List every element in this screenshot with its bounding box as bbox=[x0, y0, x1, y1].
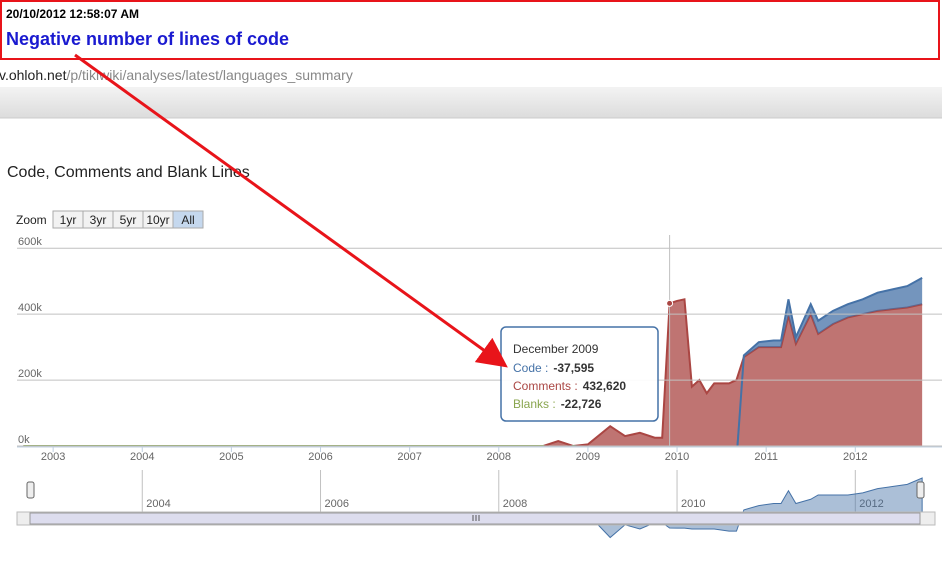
y-tick-label: 600k bbox=[18, 236, 42, 248]
navigator-tick-label: 2004 bbox=[146, 498, 170, 510]
annotation-box bbox=[0, 0, 940, 60]
zoom-button-bg[interactable] bbox=[172, 210, 204, 229]
zoom-button[interactable]: 1yr bbox=[52, 210, 84, 229]
x-tick-label: 2009 bbox=[576, 451, 600, 463]
area bbox=[23, 299, 923, 446]
zoom-button[interactable]: 10yr bbox=[142, 210, 174, 229]
scrollbar-thumb[interactable] bbox=[29, 512, 921, 525]
zoom-button-label[interactable]: 1yr bbox=[60, 213, 77, 227]
url: v.ohloh.net/p/tikiwiki/analyses/latest/l… bbox=[0, 67, 353, 83]
zoom-button[interactable]: 5yr bbox=[112, 210, 144, 229]
zoom-button-label[interactable]: 3yr bbox=[90, 213, 107, 227]
hover-marker bbox=[666, 299, 674, 307]
x-tick-label: 2007 bbox=[397, 451, 421, 463]
x-tick-label: 2012 bbox=[843, 451, 867, 463]
tooltip-name: Blanks : bbox=[513, 397, 556, 411]
url-path: /p/tikiwiki/analyses/latest/languages_su… bbox=[66, 67, 352, 83]
x-tick-label: 2010 bbox=[665, 451, 689, 463]
y-tick-label: 0k bbox=[18, 434, 30, 446]
y-tick-label: 400k bbox=[18, 302, 42, 314]
plot-area bbox=[23, 235, 923, 468]
timestamp: 20/10/2012 12:58:07 AM bbox=[6, 7, 139, 21]
area-line bbox=[23, 444, 581, 446]
annotation-text: Negative number of lines of code bbox=[6, 29, 289, 49]
tooltip-value: -22,726 bbox=[561, 397, 602, 411]
chart-title: Code, Comments and Blank Lines bbox=[7, 164, 250, 181]
zoom-label: Zoom bbox=[16, 213, 47, 227]
navigator-handle[interactable] bbox=[916, 481, 925, 499]
url-host: v.ohloh.net bbox=[0, 67, 67, 83]
zoom-button[interactable]: All bbox=[172, 210, 204, 229]
navigator-tick-label: 2010 bbox=[681, 498, 705, 510]
tooltip-name: Code : bbox=[513, 361, 548, 375]
x-tick-label: 2008 bbox=[487, 451, 511, 463]
area bbox=[23, 446, 922, 468]
tooltip-value: -37,595 bbox=[553, 361, 594, 375]
tooltip-name: Comments : bbox=[513, 379, 578, 393]
x-tick-label: 2006 bbox=[308, 451, 332, 463]
zoom-button-label[interactable]: All bbox=[181, 213, 194, 227]
tooltip-value: 432,620 bbox=[583, 379, 627, 393]
navigator-tick-label: 2008 bbox=[503, 498, 527, 510]
tooltip-title: December 2009 bbox=[513, 342, 599, 356]
tooltip-box bbox=[500, 326, 659, 422]
y-tick-label: 200k bbox=[18, 368, 42, 380]
navigator-tick-label: 2006 bbox=[325, 498, 349, 510]
x-tick-label: 2005 bbox=[219, 451, 243, 463]
zoom-button-label[interactable]: 5yr bbox=[120, 213, 137, 227]
area-line bbox=[23, 298, 923, 446]
navigator-tick-label: 2012 bbox=[859, 498, 883, 510]
arrow bbox=[74, 53, 508, 368]
x-tick-label: 2004 bbox=[130, 451, 154, 463]
navigator-handle[interactable] bbox=[26, 481, 35, 499]
zoom-button-label[interactable]: 10yr bbox=[146, 213, 169, 227]
zoom-button[interactable]: 3yr bbox=[82, 210, 114, 229]
area-line bbox=[23, 276, 923, 446]
x-tick-label: 2011 bbox=[754, 451, 778, 463]
navigator: 2004 2006 2008 2010 2012 bbox=[17, 470, 942, 539]
x-tick-label: 2003 bbox=[41, 451, 65, 463]
